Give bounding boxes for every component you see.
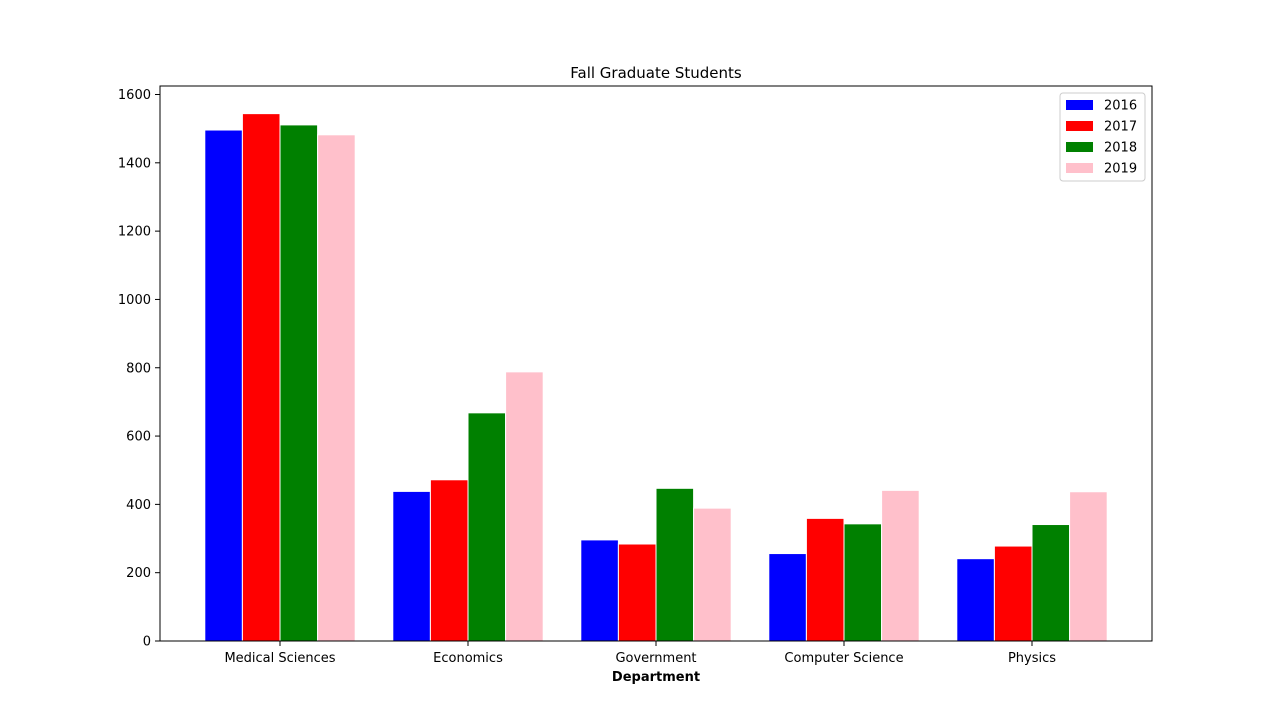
y-axis: 0 200 400 600 800 1000 1200 1400 1600: [118, 88, 160, 650]
bar-2018-medical-sciences: [279, 124, 319, 642]
legend-label-2017: 2017: [1104, 120, 1137, 135]
bar-2019-government: [693, 507, 732, 642]
bars-layer: [204, 113, 1108, 642]
legend: 2016 2017 2018 2019: [1059, 92, 1146, 182]
y-tick-label: 200: [126, 566, 151, 581]
x-axis: Medical Sciences Economics Government Compu…: [224, 641, 1056, 666]
legend-label-2016: 2016: [1104, 99, 1137, 114]
y-tick-label: 600: [126, 430, 151, 445]
legend-box: [1059, 92, 1146, 182]
x-tick-label: Computer Science: [784, 651, 903, 666]
y-tick-label: 400: [126, 498, 151, 513]
legend-label-2018: 2018: [1104, 141, 1137, 156]
bar-2019-medical-sciences: [317, 134, 356, 642]
bar-2017-economics: [429, 479, 469, 642]
legend-swatch-2018: [1066, 142, 1093, 152]
x-axis-label: Department: [612, 670, 700, 685]
x-tick-label: Government: [615, 651, 696, 666]
bar-2017-government: [617, 543, 657, 642]
bar-2016-computer-science: [768, 553, 807, 642]
x-tick-label: Physics: [1008, 651, 1056, 666]
y-tick-label: 0: [143, 635, 151, 650]
legend-swatch-2019: [1066, 163, 1093, 173]
y-tick-label: 1400: [118, 156, 151, 171]
bar-2017-medical-sciences: [241, 113, 281, 642]
bar-2017-computer-science: [805, 517, 845, 642]
bar-2016-medical-sciences: [204, 129, 243, 642]
bar-2018-government: [655, 487, 695, 642]
bar-2016-government: [580, 539, 619, 642]
bar-2018-computer-science: [843, 523, 883, 642]
legend-label-2019: 2019: [1104, 162, 1137, 177]
bar-2019-physics: [1069, 491, 1108, 642]
y-tick-label: 800: [126, 361, 151, 376]
y-tick-label: 1200: [118, 225, 151, 240]
bar-2016-physics: [956, 558, 995, 642]
bar-2018-physics: [1031, 524, 1071, 642]
x-tick-label: Medical Sciences: [224, 651, 335, 666]
bar-2017-physics: [993, 545, 1033, 642]
x-tick-label: Economics: [433, 651, 503, 666]
bar-2019-economics: [505, 371, 544, 642]
y-tick-label: 1600: [118, 88, 151, 103]
bar-2016-economics: [392, 490, 431, 642]
legend-swatch-2016: [1066, 100, 1093, 110]
y-tick-label: 1000: [118, 293, 151, 308]
bar-2019-computer-science: [881, 489, 920, 642]
bar-2018-economics: [467, 412, 507, 642]
legend-swatch-2017: [1066, 121, 1093, 131]
chart-title: Fall Graduate Students: [570, 64, 742, 82]
